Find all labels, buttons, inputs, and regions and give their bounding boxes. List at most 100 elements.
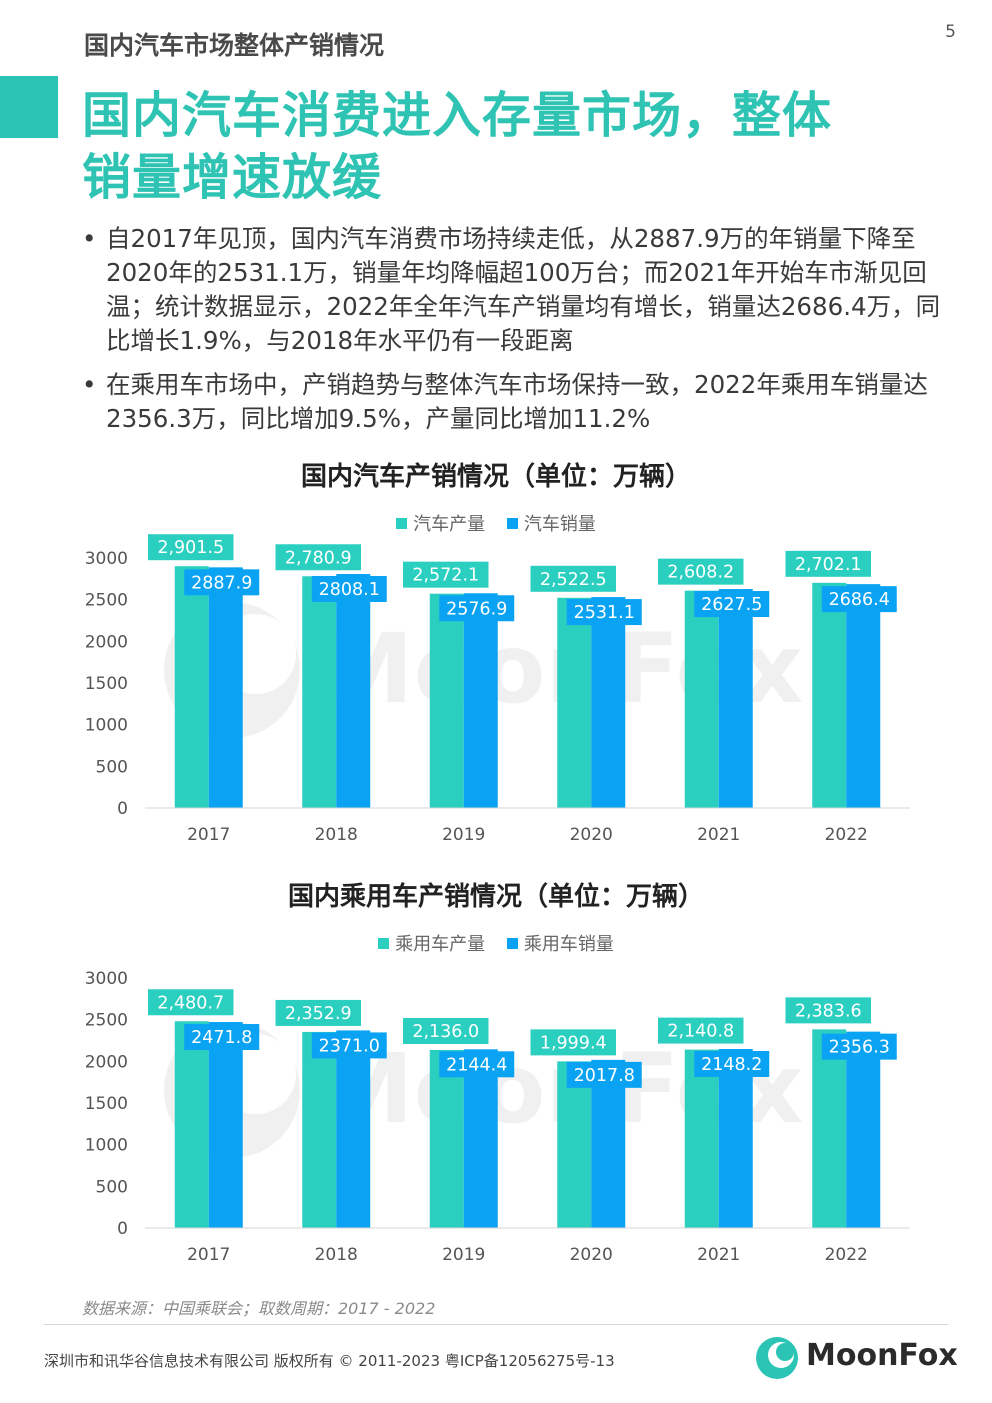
bar xyxy=(174,566,209,808)
data-label: 2686.4 xyxy=(821,586,897,613)
data-label-box xyxy=(821,1033,897,1060)
data-label-box xyxy=(311,1032,387,1059)
legend-swatch xyxy=(506,518,518,529)
bar xyxy=(302,1031,337,1228)
data-label-text: 2576.9 xyxy=(446,599,507,619)
legend-swatch xyxy=(396,518,408,529)
bullet-item: 在乘用车市场中，产销趋势与整体汽车市场保持一致，2022年乘用车销量达2356.… xyxy=(82,368,942,436)
y-tick-label: 500 xyxy=(96,757,128,777)
data-label: 2,480.7 xyxy=(148,989,234,1016)
bar xyxy=(336,1030,371,1228)
chart-1-legend: 汽车产量 汽车销量 xyxy=(0,510,992,536)
data-label-text: 2,383.6 xyxy=(795,1001,862,1021)
data-label: 1,999.4 xyxy=(530,1029,616,1056)
data-label-text: 2,901.5 xyxy=(157,538,224,558)
data-label-box xyxy=(658,1017,744,1044)
data-label-text: 2,136.0 xyxy=(412,1022,479,1042)
data-label: 2356.3 xyxy=(821,1033,897,1060)
x-tick-label: 2019 xyxy=(442,825,485,845)
data-label: 2576.9 xyxy=(439,595,515,622)
y-tick-label: 1000 xyxy=(85,716,128,736)
x-tick-label: 2018 xyxy=(315,1245,358,1265)
bar xyxy=(812,1029,847,1228)
data-label-text: 2356.3 xyxy=(829,1038,890,1058)
data-label-box xyxy=(184,1024,260,1051)
data-label-text: 1,999.4 xyxy=(540,1033,607,1053)
moonfox-logo-icon xyxy=(756,1337,798,1379)
data-label-text: 2,572.1 xyxy=(412,566,479,586)
bar xyxy=(557,597,592,808)
y-tick-label: 1500 xyxy=(85,674,128,694)
data-label-text: 2808.1 xyxy=(319,580,380,600)
data-label-box xyxy=(566,599,642,626)
data-label-box xyxy=(658,558,744,585)
data-label-text: 2,480.7 xyxy=(157,993,224,1013)
data-label-box xyxy=(148,989,234,1016)
y-tick-label: 3000 xyxy=(85,969,128,989)
y-tick-label: 0 xyxy=(117,1219,128,1239)
bar xyxy=(174,1021,209,1228)
data-label-box xyxy=(403,1018,489,1044)
data-label-box xyxy=(530,565,616,592)
data-label-text: 2371.0 xyxy=(319,1036,380,1056)
bar xyxy=(336,573,371,808)
bar xyxy=(208,1022,243,1228)
bar xyxy=(718,1048,753,1228)
data-label: 2,702.1 xyxy=(785,550,871,577)
data-label-box xyxy=(530,1029,616,1056)
bar xyxy=(463,593,498,808)
x-tick-label: 2022 xyxy=(825,825,868,845)
legend-swatch xyxy=(378,938,390,949)
source-note: 数据来源：中国乘联会；取数周期：2017 - 2022 xyxy=(82,1299,436,1318)
bar xyxy=(684,1049,719,1228)
data-label-text: 2144.4 xyxy=(446,1055,507,1075)
bar xyxy=(846,584,881,808)
data-label-text: 2,140.8 xyxy=(667,1022,734,1042)
bar xyxy=(846,1031,881,1228)
x-tick-label: 2020 xyxy=(570,1245,613,1265)
data-label-text: 2,702.1 xyxy=(795,555,862,575)
x-tick-label: 2020 xyxy=(570,825,613,845)
data-label-text: 2531.1 xyxy=(574,603,635,623)
data-label: 2808.1 xyxy=(311,575,387,602)
y-tick-label: 500 xyxy=(96,1177,128,1197)
data-label: 2887.9 xyxy=(184,569,260,596)
data-label-text: 2017.8 xyxy=(574,1066,635,1086)
data-label-box xyxy=(184,569,260,596)
data-label-box xyxy=(311,575,387,602)
data-label: 2,901.5 xyxy=(148,534,234,561)
x-tick-label: 2021 xyxy=(697,825,740,845)
chart-1-plot: MoonFox0500100015002000250030002,901.528… xyxy=(85,534,910,845)
chart-2-title: 国内乘用车产销情况（单位：万辆） xyxy=(287,882,704,912)
bar xyxy=(684,590,719,808)
legend-item: 乘用车产量 xyxy=(378,930,485,956)
legend-item: 汽车销量 xyxy=(506,510,596,536)
legend-label: 乘用车产量 xyxy=(395,934,486,955)
legend-label: 乘用车销量 xyxy=(523,934,614,955)
x-tick-label: 2017 xyxy=(187,825,230,845)
data-label: 2531.1 xyxy=(566,599,642,626)
data-label-box xyxy=(785,997,871,1024)
bar xyxy=(208,567,243,808)
data-label-box xyxy=(821,586,897,613)
footer-logo-text: MoonFox xyxy=(806,1338,958,1373)
data-label-box xyxy=(694,591,770,618)
x-tick-label: 2022 xyxy=(825,1245,868,1265)
data-label-text: 2627.5 xyxy=(701,595,762,615)
data-label-text: 2,608.2 xyxy=(667,563,734,583)
y-tick-label: 1000 xyxy=(85,1136,128,1156)
data-label-box xyxy=(148,534,234,561)
data-label-text: 2,780.9 xyxy=(285,548,352,568)
data-label: 2148.2 xyxy=(694,1050,770,1077)
data-label-box xyxy=(403,561,489,588)
accent-bar xyxy=(0,76,58,138)
data-label-text: 2471.8 xyxy=(191,1028,252,1048)
data-label: 2,140.8 xyxy=(658,1017,744,1044)
data-label-box xyxy=(439,595,515,622)
data-label: 2,780.9 xyxy=(275,544,361,571)
legend-item: 乘用车销量 xyxy=(506,930,614,956)
data-label: 2371.0 xyxy=(311,1032,387,1059)
chart-1-title: 国内汽车产销情况（单位：万辆） xyxy=(300,462,691,492)
bar xyxy=(812,582,847,808)
data-label: 2,352.9 xyxy=(275,999,361,1026)
